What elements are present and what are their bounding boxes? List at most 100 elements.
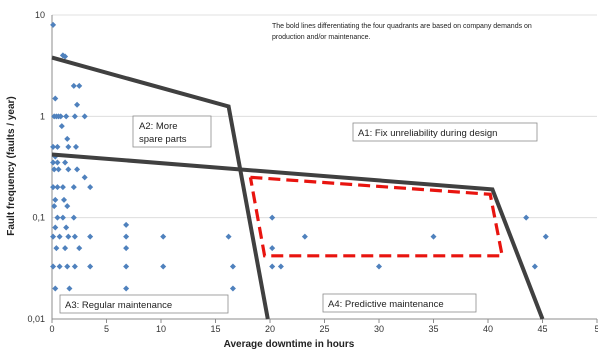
data-point xyxy=(63,224,70,231)
predictive-region xyxy=(248,175,505,258)
data-point xyxy=(52,224,59,231)
a2-label-line-2: spare parts xyxy=(139,134,187,145)
y-tick-label: 0,01 xyxy=(27,314,45,324)
data-point xyxy=(81,113,88,120)
data-point xyxy=(65,166,72,173)
data-point xyxy=(430,233,437,240)
data-point xyxy=(56,233,63,240)
data-point xyxy=(64,263,71,270)
data-point xyxy=(65,143,72,150)
data-point xyxy=(54,214,61,221)
data-point xyxy=(52,285,59,292)
data-point xyxy=(62,245,69,252)
data-point xyxy=(54,159,61,166)
data-point xyxy=(71,233,78,240)
data-point xyxy=(87,263,94,270)
data-point xyxy=(55,166,62,173)
data-point xyxy=(229,285,236,292)
x-tick-label: 20 xyxy=(265,324,275,334)
data-point xyxy=(50,263,57,270)
data-point xyxy=(160,233,167,240)
x-tick-label: 5 xyxy=(104,324,109,334)
data-point xyxy=(160,263,167,270)
a1-label: A1: Fix unreliability during design xyxy=(358,128,497,139)
data-point xyxy=(53,245,60,252)
data-point xyxy=(74,101,81,108)
data-point xyxy=(54,184,61,191)
data-point xyxy=(277,263,284,270)
y-axis-title: Fault frequency (faults / year) xyxy=(6,96,17,235)
data-point xyxy=(59,184,66,191)
data-point xyxy=(531,263,538,270)
data-point xyxy=(64,203,71,210)
quadrant-boundary-lines xyxy=(51,55,545,320)
data-point xyxy=(87,233,94,240)
a3-label: A3: Regular maintenance xyxy=(65,300,172,311)
y-tick-label: 1 xyxy=(40,111,45,121)
data-point xyxy=(225,233,232,240)
data-point xyxy=(70,82,77,89)
data-point xyxy=(542,233,549,240)
data-point xyxy=(60,196,67,203)
a2-label-box xyxy=(132,115,212,148)
data-point xyxy=(50,184,57,191)
data-point xyxy=(52,196,59,203)
data-point xyxy=(56,263,63,270)
a1-label-box xyxy=(352,122,538,142)
data-point xyxy=(123,233,130,240)
data-point xyxy=(376,263,382,270)
data-point xyxy=(123,285,130,292)
quadrant-boundary-line xyxy=(51,152,545,320)
x-tick-label: 10 xyxy=(156,324,166,334)
data-point xyxy=(123,245,130,252)
predictive-region-outline xyxy=(248,175,505,258)
data-point xyxy=(71,263,78,270)
data-point xyxy=(229,263,236,270)
data-point xyxy=(123,263,130,270)
x-tick-label: 35 xyxy=(428,324,438,334)
data-point xyxy=(50,143,57,150)
data-point xyxy=(64,135,71,142)
data-point xyxy=(269,214,276,221)
data-point xyxy=(52,95,59,102)
data-point xyxy=(51,166,58,173)
data-point xyxy=(301,233,308,240)
data-point xyxy=(71,113,78,120)
x-tick-label: 30 xyxy=(374,324,384,334)
data-point xyxy=(70,184,77,191)
data-point xyxy=(58,123,65,130)
data-point xyxy=(59,214,66,221)
note-line-1: The bold lines differentiating the four … xyxy=(272,23,532,30)
x-tick-label: 45 xyxy=(537,324,547,334)
a2-label-line-1: A2: More xyxy=(139,121,178,132)
a3-label-box xyxy=(59,294,229,314)
data-point xyxy=(57,113,64,120)
data-point xyxy=(63,113,70,120)
data-point xyxy=(269,263,276,270)
data-point xyxy=(65,233,72,240)
data-point xyxy=(51,203,58,210)
x-tick-label: 5 xyxy=(594,324,598,334)
x-tick-label: 25 xyxy=(319,324,329,334)
data-point xyxy=(123,221,130,228)
data-point xyxy=(50,159,57,166)
x-tick-label: 0 xyxy=(49,324,54,334)
x-tick-label: 15 xyxy=(210,324,220,334)
data-point xyxy=(54,143,61,150)
data-point xyxy=(72,143,79,150)
data-point xyxy=(62,159,69,166)
y-tick-label: 0,1 xyxy=(32,213,45,223)
data-point xyxy=(70,214,77,221)
data-point xyxy=(81,174,88,181)
note-line-2: production and/or maintenance. xyxy=(272,34,371,41)
data-point xyxy=(76,82,83,89)
data-point xyxy=(66,285,73,292)
data-point xyxy=(50,21,57,28)
x-tick-labels: 0 5 10 15 20 25 30 35 40 45 5 xyxy=(49,324,598,334)
data-point xyxy=(74,166,81,173)
data-point xyxy=(50,233,57,240)
x-tick-label: 40 xyxy=(483,324,493,334)
data-point xyxy=(62,53,69,60)
data-point xyxy=(87,184,94,191)
y-tick-labels: 10 1 0,1 0,01 xyxy=(27,10,45,324)
